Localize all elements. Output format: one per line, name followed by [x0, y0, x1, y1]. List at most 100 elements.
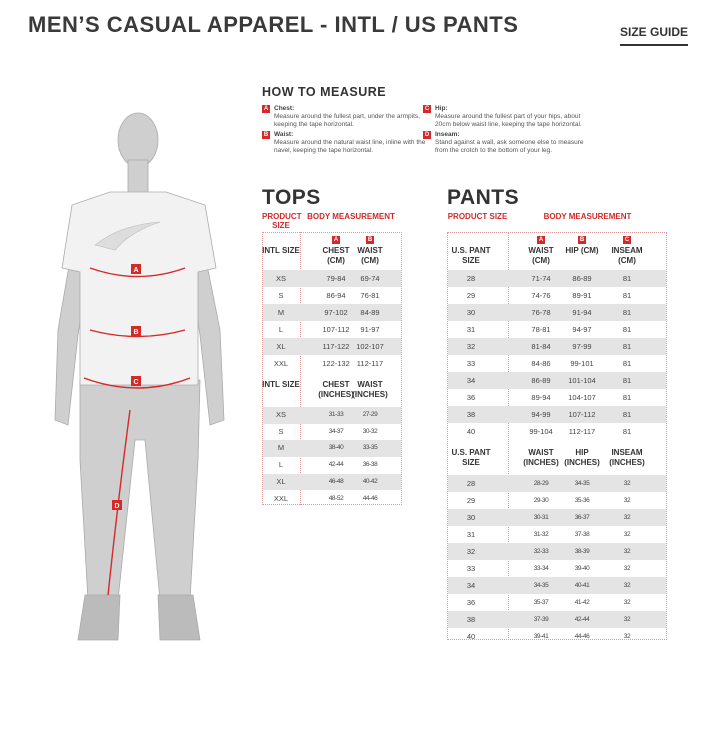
pants-cm-cell: 74-76: [531, 291, 551, 300]
pants-cm-cell: 78-81: [531, 325, 551, 334]
tops-cm-table-row: [263, 304, 401, 321]
tops-inches-cell: 27-29: [362, 411, 378, 418]
pants-inches-cell: 37-39: [533, 616, 549, 623]
pants-inches-cell: 36-37: [574, 514, 590, 521]
pants-inches-cell: 31: [466, 530, 476, 539]
tops-inches-header: WAIST (INCHES): [352, 380, 388, 399]
pants-cm-cell: 94-99: [531, 410, 551, 419]
pants-inches-table-row: [448, 577, 666, 594]
pants-cm-cell: 94-97: [572, 325, 592, 334]
pants-inches-cell: 42-44: [574, 616, 590, 623]
measure-letter-badge: C: [423, 105, 431, 113]
measure-letter-badge: A: [332, 236, 340, 244]
tops-cm-cell: 112-117: [356, 359, 384, 368]
tops-inches-cell: 46-48: [328, 477, 344, 485]
pants-cm-cell: 89-94: [531, 393, 551, 402]
measure-letter-badge: D: [423, 131, 431, 139]
pants-cm-table-row: [448, 389, 666, 406]
tops-body-measurement-label: BODY MEASUREMENT: [307, 212, 395, 221]
tops-inches-cell: XXL: [273, 493, 289, 503]
pants-cm-cell: 81-84: [531, 342, 551, 351]
pants-cm-cell: 34: [466, 376, 476, 385]
pants-cm-cell: 89-91: [572, 291, 592, 300]
pants-inches-cell: 30: [466, 513, 476, 522]
pants-inches-cell: 35-36: [574, 497, 590, 504]
pants-cm-header: U.S. PANT SIZE: [451, 246, 491, 265]
pants-inches-cell: 32: [623, 514, 631, 521]
pants-inches-table-row: [448, 509, 666, 526]
pants-inches-cell: 41-42: [574, 599, 590, 606]
tops-product-size-label: PRODUCT SIZE: [262, 212, 302, 230]
pants-inches-header: INSEAM (INCHES): [609, 448, 645, 467]
tops-inches-cell: S: [278, 426, 284, 436]
pants-inches-header: U.S. PANT SIZE: [451, 448, 491, 467]
pants-body-measurement-label: BODY MEASUREMENT: [543, 212, 632, 221]
tops-inches-cell: 38-40: [328, 444, 344, 452]
measure-letter-badge: B: [578, 236, 586, 244]
pants-cm-cell: 29: [466, 291, 476, 300]
tops-cm-header: WAIST (CM): [357, 246, 383, 265]
pants-cm-cell: 91-94: [572, 308, 592, 317]
pants-inches-cell: 31-32: [533, 531, 549, 538]
tops-inches-cell: 42-44: [328, 461, 344, 469]
pants-inches-table-row: [448, 611, 666, 628]
pants-inches-cell: 34-35: [533, 582, 549, 589]
tops-title: TOPS: [262, 186, 321, 209]
pants-cm-cell: 32: [466, 342, 476, 351]
pants-cm-cell: 38: [466, 410, 476, 419]
measure-label: Inseam:: [435, 131, 460, 138]
pants-inches-cell: 33: [466, 564, 476, 573]
pants-inches-cell: 34: [466, 581, 476, 590]
pants-inches-cell: 32: [623, 633, 631, 640]
measurement-figure: A B C D: [54, 112, 225, 641]
tops-cm-cell: 91-97: [360, 325, 380, 334]
pants-cm-table-row: [448, 406, 666, 423]
page-title: MEN’S CASUAL APPAREL - INTL / US PANTS: [28, 12, 519, 37]
tops-inches-cell: XL: [276, 476, 286, 486]
pants-cm-cell: 40: [466, 427, 476, 436]
tops-inches-cell: 36-38: [362, 461, 378, 469]
pants-cm-cell: 107-112: [568, 410, 596, 419]
tops-cm-cell: 97-102: [324, 308, 348, 317]
tops-cm-table-row: [263, 338, 401, 355]
pants-title: PANTS: [447, 186, 520, 209]
pants-inches-cell: 34-35: [574, 480, 590, 487]
size-guide-link[interactable]: SIZE GUIDE: [620, 25, 689, 39]
pants-cm-cell: 31: [466, 325, 476, 334]
pants-cm-cell: 81: [622, 410, 632, 419]
pants-column-divider: [508, 232, 509, 640]
label-a: A: [133, 267, 138, 274]
pants-cm-cell: 97-99: [572, 342, 592, 351]
pants-cm-header: WAIST (CM): [528, 246, 554, 265]
pants-cm-cell: 99-104: [529, 427, 553, 436]
pants-inches-table-row: [448, 492, 666, 509]
pants-cm-cell: 81: [622, 342, 632, 351]
pants-inches-cell: 32: [623, 497, 631, 504]
pants-cm-cell: 81: [622, 393, 632, 402]
pants-inches-header: WAIST (INCHES): [523, 448, 559, 467]
pants-cm-table-row: [448, 423, 666, 440]
measure-label: Hip:: [435, 105, 448, 112]
tops-inches-cell: M: [277, 443, 285, 453]
how-to-measure-title: HOW TO MEASURE: [262, 85, 387, 99]
tops-inches-cell: 44-46: [362, 494, 378, 502]
pants-cm-cell: 86-89: [572, 274, 592, 283]
pants-inches-cell: 37-38: [574, 531, 590, 538]
label-b: B: [133, 329, 138, 336]
pants-cm-cell: 81: [622, 274, 632, 283]
measure-text: Measure around the natural waist line, i…: [274, 139, 426, 154]
pants-inches-cell: 38: [466, 615, 476, 624]
pants-cm-cell: 101-104: [568, 376, 596, 385]
pants-cm-cell: 81: [622, 308, 632, 317]
tops-inches-cell: 33-35: [362, 444, 378, 452]
pants-cm-table-row: [448, 270, 666, 287]
pants-cm-cell: 86-89: [531, 376, 551, 385]
pants-inches-cell: 32-33: [533, 548, 549, 555]
measure-letter-badge: B: [366, 236, 374, 244]
tops-inches-cell: 34-37: [328, 427, 344, 435]
pants-inches-cell: 32: [623, 582, 631, 589]
tops-inches-table-row: [263, 407, 401, 424]
tops-inches-header: CHEST (INCHES): [318, 380, 354, 399]
tops-cm-cell: XL: [276, 342, 286, 351]
tops-cm-cell: XS: [275, 274, 287, 283]
